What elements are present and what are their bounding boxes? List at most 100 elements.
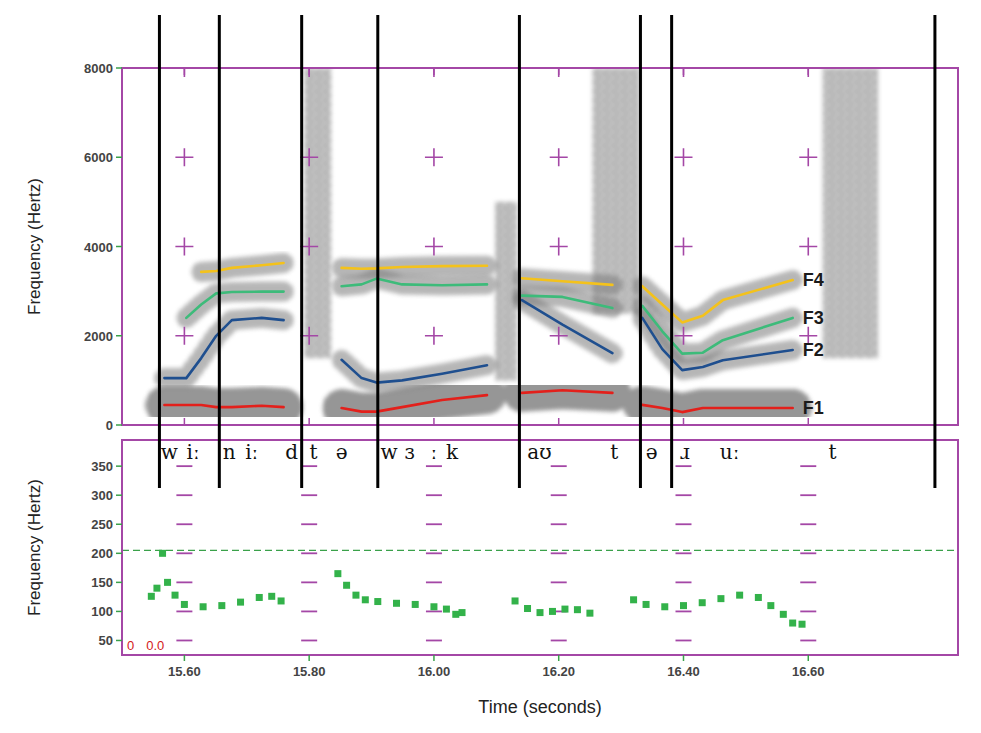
segment-label: w bbox=[380, 440, 397, 464]
grid-dash bbox=[176, 640, 192, 642]
pitch-point bbox=[789, 620, 796, 627]
y-tick bbox=[116, 640, 122, 642]
grid-dash bbox=[176, 465, 192, 467]
grid-plus bbox=[799, 148, 817, 166]
y-tick bbox=[116, 67, 122, 69]
pitch-point bbox=[181, 601, 188, 608]
pitch-point bbox=[452, 611, 459, 618]
spectrogram-plot bbox=[164, 68, 878, 412]
pitch-point bbox=[643, 601, 650, 608]
grid-dash bbox=[426, 494, 442, 496]
grid-dash bbox=[800, 552, 816, 554]
grid-dash bbox=[176, 494, 192, 496]
x-tick-label: 15.60 bbox=[168, 664, 201, 679]
pitch-point bbox=[164, 579, 171, 586]
grid-plus bbox=[674, 148, 692, 166]
grid-dash bbox=[675, 611, 691, 613]
grid-dash bbox=[301, 552, 317, 554]
x-tick bbox=[558, 655, 560, 661]
segment-label: n bbox=[223, 440, 236, 464]
y-tick-label: 200 bbox=[91, 546, 113, 561]
grid-dash bbox=[426, 581, 442, 583]
y-tick-label: 2000 bbox=[84, 329, 113, 344]
y-tick-label: 350 bbox=[91, 459, 113, 474]
grid-dash bbox=[551, 552, 567, 554]
pitch-point bbox=[574, 606, 581, 613]
pitch-point bbox=[630, 596, 637, 603]
formant-track bbox=[201, 263, 793, 322]
grid-plus bbox=[674, 68, 692, 77]
x-tick bbox=[808, 68, 810, 75]
grid-dash bbox=[675, 523, 691, 525]
series-label: F3 bbox=[803, 308, 824, 328]
pitch-point bbox=[393, 600, 400, 607]
reference-line bbox=[122, 550, 958, 551]
y-tick-label: 50 bbox=[99, 633, 113, 648]
y-tick bbox=[116, 611, 122, 613]
pitch-point bbox=[218, 602, 225, 609]
pitch-point bbox=[430, 603, 437, 610]
frication-energy bbox=[823, 68, 879, 358]
pitch-point bbox=[200, 603, 207, 610]
grid-dash bbox=[426, 640, 442, 642]
segment-boundary bbox=[218, 15, 221, 488]
pitch-plot bbox=[122, 466, 958, 640]
grid-dash bbox=[301, 494, 317, 496]
x-tick bbox=[433, 418, 435, 425]
y-tick-label: 150 bbox=[91, 575, 113, 590]
grid-dash bbox=[426, 465, 442, 467]
series-label: F4 bbox=[803, 270, 824, 290]
grid-dash bbox=[176, 552, 192, 554]
pitch-point bbox=[278, 597, 285, 604]
pitch-point bbox=[755, 594, 762, 601]
series-label: F1 bbox=[803, 398, 824, 418]
y-tick-label: 8000 bbox=[84, 61, 113, 76]
segment-label: uː bbox=[720, 440, 740, 464]
formant-track bbox=[164, 300, 792, 383]
grid-dash bbox=[301, 581, 317, 583]
pitch-point bbox=[443, 606, 450, 613]
grid-plus bbox=[175, 327, 193, 345]
pitch-point bbox=[586, 610, 593, 617]
segment-label: ɜ bbox=[405, 440, 415, 464]
pitch-point bbox=[549, 608, 556, 615]
pitch-point bbox=[459, 609, 466, 616]
x-tick-label: 16.20 bbox=[542, 664, 575, 679]
y-tick-label: 4000 bbox=[84, 240, 113, 255]
y-tick bbox=[116, 553, 122, 555]
x-tick bbox=[433, 655, 435, 661]
segment-boundary bbox=[158, 15, 161, 488]
grid-dash bbox=[551, 494, 567, 496]
x-tick bbox=[184, 418, 186, 425]
grid-dash bbox=[426, 552, 442, 554]
pitch-point bbox=[767, 602, 774, 609]
segment-label: aʊ bbox=[527, 440, 551, 464]
grid-dash bbox=[675, 640, 691, 642]
x-tick bbox=[558, 418, 560, 425]
pitch-point bbox=[172, 592, 179, 599]
x-tick-label: 16.60 bbox=[792, 664, 825, 679]
frication-energy bbox=[304, 68, 331, 358]
segment-label: t bbox=[829, 440, 837, 464]
pitch-point bbox=[537, 609, 544, 616]
pitch-point bbox=[153, 585, 160, 592]
grid-dash bbox=[301, 640, 317, 642]
grid-dash bbox=[800, 465, 816, 467]
x-tick bbox=[683, 655, 685, 661]
y-tick bbox=[116, 424, 122, 426]
grid-plus bbox=[425, 68, 443, 77]
formant-energy bbox=[201, 263, 793, 322]
grid-dash bbox=[551, 581, 567, 583]
x-tick bbox=[308, 655, 310, 661]
series-label: F2 bbox=[803, 340, 824, 360]
pitch-point bbox=[268, 593, 275, 600]
x-tick bbox=[184, 68, 186, 75]
x-tick-label: 16.00 bbox=[418, 664, 451, 679]
grid-dash bbox=[675, 552, 691, 554]
grid-dash bbox=[551, 465, 567, 467]
segment-label: k bbox=[446, 440, 459, 464]
grid-dash bbox=[675, 581, 691, 583]
segment-label: w bbox=[161, 440, 178, 464]
pitch-point bbox=[352, 592, 359, 599]
formant-track bbox=[164, 390, 792, 412]
